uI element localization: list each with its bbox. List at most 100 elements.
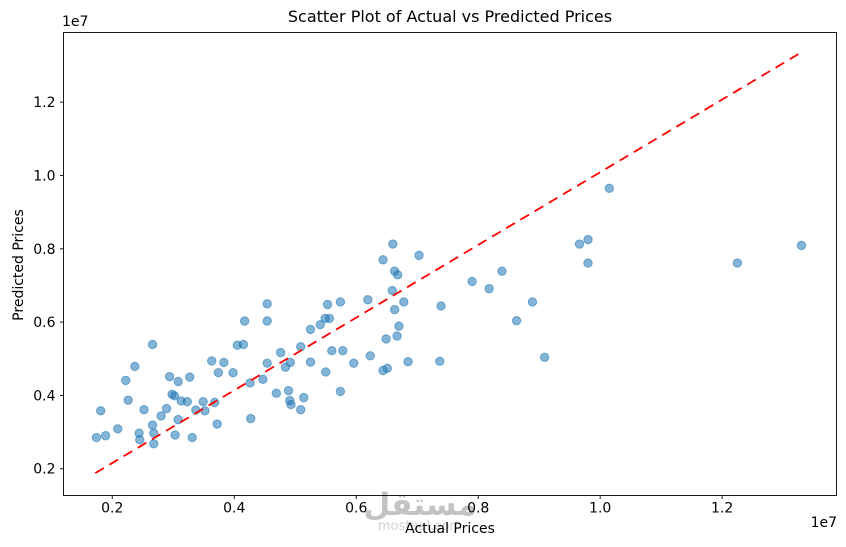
scatter-point — [164, 372, 175, 382]
x-axis-offset-label: 1e7 — [810, 515, 837, 531]
scatter-point — [121, 375, 131, 386]
scatter-point — [169, 391, 180, 401]
watermark-domain: mostaql.com — [377, 519, 463, 534]
scatter-point — [382, 363, 393, 373]
scatter-point — [147, 420, 158, 430]
scatter-point — [262, 358, 272, 368]
scatter-point — [305, 357, 316, 367]
y-axis-offset-label: 1e7 — [62, 14, 89, 30]
scatter-point — [399, 297, 409, 307]
scatter-point — [583, 258, 593, 268]
x-tick-label: 0.6 — [345, 501, 367, 517]
watermark-logo: مستقل — [363, 487, 477, 523]
scatter-point — [123, 395, 133, 405]
y-tick-label: 0.2 — [33, 462, 55, 478]
plot-border — [63, 32, 837, 496]
y-tick-label: 1.2 — [33, 95, 55, 111]
scatter-point — [324, 313, 335, 324]
scatter-point — [388, 239, 398, 249]
scatter-point — [796, 240, 807, 251]
scatter-point — [245, 378, 255, 388]
scatter-point — [296, 405, 306, 415]
scatter-point — [213, 367, 224, 378]
scatter-point — [414, 250, 424, 261]
scatter-point — [394, 321, 404, 331]
x-tick-label: 0.8 — [467, 501, 489, 517]
scatter-point — [527, 297, 538, 307]
scatter-point — [156, 411, 166, 421]
scatter-point — [539, 352, 550, 362]
scatter-point — [228, 367, 238, 378]
scatter-point — [149, 439, 159, 449]
scatter-point — [96, 406, 106, 416]
scatter-point — [327, 345, 337, 356]
scatter-point — [139, 405, 149, 415]
scatter-point — [403, 356, 413, 367]
scatter-point — [387, 285, 397, 296]
scatter-point — [161, 403, 172, 414]
scatter-point — [239, 316, 250, 326]
scatter-point — [583, 234, 593, 245]
scatter-point — [262, 299, 272, 309]
scatter-point — [363, 295, 373, 305]
x-tick-label: 1.2 — [711, 501, 733, 517]
scatter-point — [484, 284, 494, 294]
scatter-point — [378, 255, 388, 265]
y-tick-label: 1.0 — [33, 168, 55, 184]
scatter-point — [206, 356, 217, 366]
y-axis-label: Predicted Prices — [11, 209, 27, 321]
scatter-point — [170, 430, 180, 440]
scatter-point — [574, 239, 585, 249]
scatter-point — [435, 356, 445, 367]
scatter-point — [212, 419, 222, 429]
scatter-point — [436, 301, 446, 311]
x-tick-label: 0.2 — [101, 501, 123, 517]
y-tick-label: 0.6 — [33, 315, 55, 331]
scatter-point — [365, 351, 375, 361]
scatter-point — [299, 392, 309, 403]
scatter-point — [258, 374, 268, 384]
scatter-point — [130, 361, 140, 372]
scatter-point — [113, 424, 123, 434]
scatter-point — [185, 372, 195, 382]
scatter-point — [338, 345, 348, 356]
scatter-point — [604, 183, 615, 193]
scatter-point — [315, 319, 325, 330]
scatter-point — [246, 413, 256, 424]
scatter-point — [392, 331, 402, 341]
scatter-point — [467, 276, 477, 287]
scatter-point — [389, 304, 400, 315]
scatter-point — [275, 347, 286, 358]
y-tick-label: 0.4 — [33, 388, 55, 404]
scatter-point — [393, 270, 403, 280]
watermark: مستقل mostaql.com — [352, 487, 488, 534]
x-tick-label: 0.4 — [223, 501, 245, 517]
x-tick-label: 1.0 — [589, 501, 611, 517]
scatter-point — [285, 357, 296, 368]
scatter-point — [173, 376, 183, 387]
scatter-point — [305, 324, 316, 335]
scatter-point — [296, 341, 306, 352]
scatter-point — [147, 339, 158, 350]
scatter-point — [182, 396, 193, 407]
chart-title: Scatter Plot of Actual vs Predicted Pric… — [287, 7, 613, 26]
scatter-point — [219, 357, 229, 368]
scatter-point — [381, 334, 391, 344]
scatter-point — [286, 399, 296, 410]
scatter-point — [271, 388, 282, 398]
scatter-point — [511, 315, 522, 326]
scatter-point — [322, 299, 333, 310]
scatter-point — [349, 358, 359, 368]
x-axis-label: Actual Prices — [405, 521, 495, 537]
scatter-point — [238, 339, 249, 350]
scatter-point — [497, 266, 507, 276]
scatter-point — [335, 297, 346, 307]
scatter-point — [91, 432, 102, 443]
identity-line — [94, 51, 802, 474]
scatter-point — [732, 258, 743, 268]
scatter-point — [198, 396, 208, 407]
scatter-point — [135, 435, 145, 445]
scatter-point — [187, 432, 197, 443]
